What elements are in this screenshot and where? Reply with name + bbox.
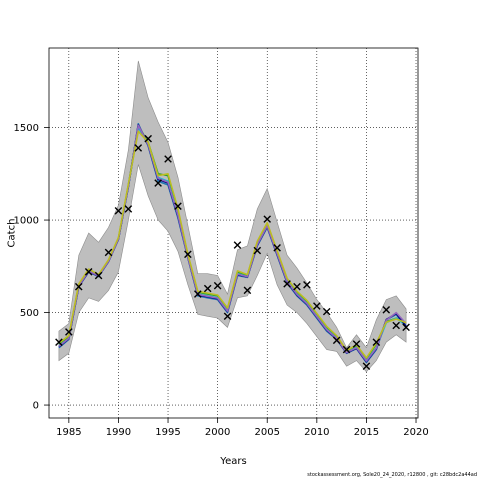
x-tick-label: 2020	[403, 427, 428, 438]
plot-frame	[48, 47, 419, 419]
observed-catch-point	[342, 345, 351, 354]
observed-catch-point	[382, 305, 391, 314]
observed-catch-point	[174, 202, 182, 210]
observed-catch-point	[55, 338, 63, 346]
x-tick-label: 1995	[155, 427, 180, 438]
observed-catch-point	[203, 284, 212, 293]
y-tick-label: 1000	[14, 216, 39, 227]
observed-catch-point	[263, 215, 272, 223]
observed-catch-point	[283, 280, 291, 288]
footnote-credit: stockassessment.org, Sole20_24_2020, r12…	[307, 472, 477, 478]
observed-catch-point	[233, 241, 242, 249]
observed-catch-point	[313, 302, 321, 310]
y-axis-title: Catch	[7, 219, 18, 248]
observed-catch-point	[322, 307, 331, 316]
observed-catch-point	[293, 282, 301, 291]
observed-catch-point	[402, 323, 410, 332]
series-line-6	[58, 130, 407, 359]
y-tick-label: 1500	[14, 123, 39, 134]
x-tick-label: 1990	[106, 427, 131, 438]
observed-catch-point	[392, 321, 400, 330]
observed-catch-point	[213, 281, 222, 290]
observed-catch-point	[114, 207, 123, 215]
x-tick-label: 2010	[304, 427, 329, 438]
observed-catch-point	[164, 155, 172, 163]
observed-catch-point	[154, 179, 162, 187]
x-tick-label: 2005	[254, 427, 279, 438]
observed-catch-point	[193, 290, 202, 298]
observed-catch-point	[124, 205, 133, 213]
x-axis: 1985 1990 1995 2000 2005 2010 2015 2020	[56, 418, 429, 438]
observed-catch-point	[352, 340, 361, 348]
y-tick-label: 0	[33, 401, 39, 412]
x-axis-title: Years	[219, 456, 246, 467]
confidence-band	[58, 60, 407, 373]
observed-catch-point	[65, 328, 73, 336]
observed-catch-point	[104, 248, 113, 257]
observed-catch-point	[144, 134, 152, 143]
observed-catch-point	[134, 144, 143, 152]
observed-catch-point	[223, 312, 232, 321]
observed-catch-point	[243, 286, 252, 295]
observed-catch-point	[253, 246, 262, 255]
y-tick-label: 500	[20, 308, 39, 319]
observed-catch-point	[84, 268, 93, 276]
observed-catch-point	[94, 271, 103, 280]
observed-catch-point	[332, 336, 341, 345]
x-tick-label: 2000	[205, 427, 230, 438]
y-axis: 0 500 1000 1500	[14, 123, 49, 412]
observed-catch-point	[362, 362, 371, 370]
observed-catch-point	[372, 338, 381, 346]
observed-catch-point	[74, 282, 83, 291]
x-tick-label: 2015	[354, 427, 379, 438]
observed-catch-point	[273, 244, 281, 252]
x-tick-label: 1985	[56, 427, 81, 438]
observed-catch-point	[303, 281, 311, 289]
observed-catch-point	[184, 250, 192, 259]
observed-catch-markers	[55, 134, 410, 370]
